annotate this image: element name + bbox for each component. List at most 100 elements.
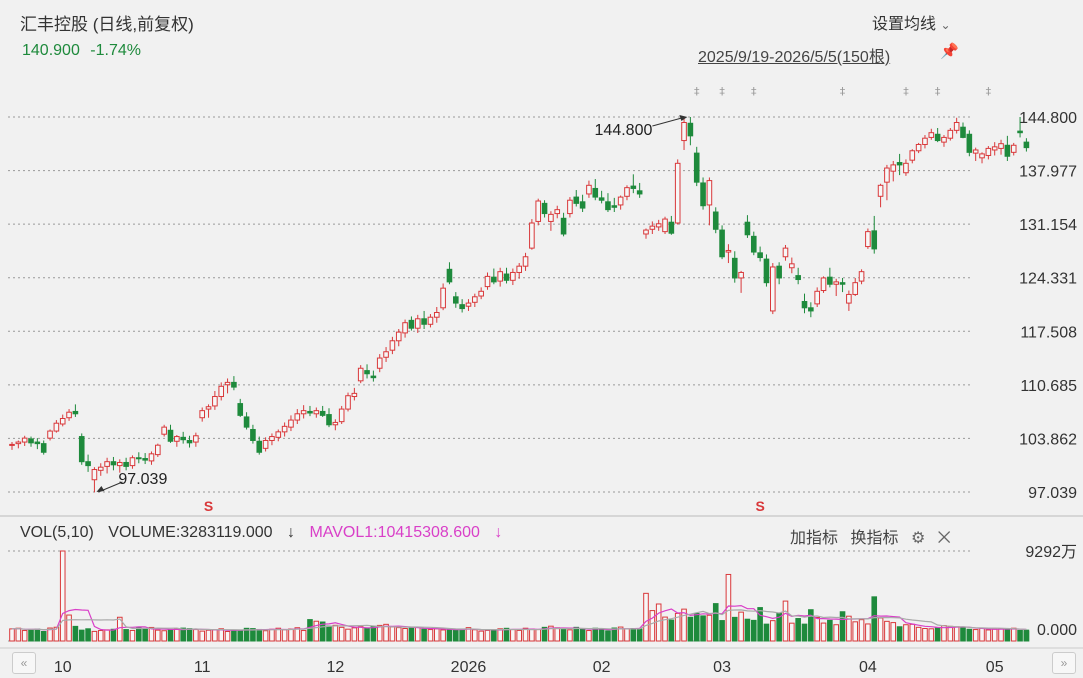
volume-bar (478, 630, 484, 642)
volume-bar (91, 630, 98, 642)
candle-body (611, 205, 618, 208)
scroll-right-button[interactable]: » (1052, 652, 1076, 674)
candle-body (78, 436, 85, 463)
volume-bar (345, 628, 351, 642)
candle (345, 392, 351, 412)
volume-bar (212, 629, 218, 642)
ma-setting-label: 设置均线 (872, 16, 937, 33)
volume-bar (497, 628, 503, 642)
candle (47, 429, 53, 441)
candle-body (72, 410, 79, 415)
ma-setting-dropdown[interactable]: 设置均线 ⌄ (872, 10, 951, 34)
volume-bar (1004, 628, 1011, 642)
volume-bar (167, 629, 174, 642)
pin-icon[interactable]: 📌 (940, 43, 959, 60)
y-tick-label: 117.508 (1020, 324, 1077, 341)
volume-bar (554, 627, 561, 642)
candle-body (947, 129, 954, 139)
volume-bar (1017, 629, 1023, 642)
candle (389, 336, 396, 355)
close-icon[interactable]: ⨉ (937, 530, 951, 547)
volume-bar (174, 628, 180, 642)
candle (795, 267, 801, 285)
volume-bar (180, 627, 186, 642)
candle-body (237, 403, 244, 416)
candle (693, 146, 700, 187)
volume-bar (370, 625, 377, 642)
volume-bar (548, 625, 554, 642)
candle (269, 433, 275, 446)
candle (53, 420, 60, 433)
candle (687, 117, 694, 146)
candle-body (922, 137, 928, 145)
volume-bar (801, 623, 808, 642)
candle-body (560, 217, 567, 235)
candle-body (719, 229, 725, 258)
candle-body (180, 436, 186, 441)
candle-body (243, 416, 250, 428)
candle-body (402, 322, 408, 334)
volume-bar (630, 628, 637, 642)
mavol10-line (11, 609, 1027, 631)
candle (351, 387, 358, 401)
volume-bar (97, 630, 104, 642)
volume-bar (34, 628, 41, 642)
volume-bar (136, 627, 142, 642)
volume-bar (351, 627, 358, 642)
candle (725, 244, 732, 264)
scroll-left-button[interactable]: « (12, 652, 36, 674)
event-marker-icon: ‡ (751, 85, 757, 98)
candle-body (712, 211, 719, 230)
volume-bar (928, 628, 935, 642)
volume-bar (402, 628, 408, 642)
candle (592, 179, 599, 201)
x-tick-label: 04 (859, 659, 877, 676)
candle-body (820, 277, 827, 292)
candle-body (338, 408, 345, 423)
volume-bar (719, 620, 725, 642)
candle (453, 292, 459, 308)
volume-bar (389, 626, 396, 642)
switch-indicator-button[interactable]: 换指标 (850, 530, 899, 547)
low-label: 97.039 (118, 471, 167, 488)
x-tick-label: 05 (986, 659, 1004, 676)
high-label: 144.800 (595, 122, 653, 139)
candle (440, 283, 446, 311)
candle-body (630, 185, 637, 189)
candle (123, 457, 129, 471)
volume-bar (972, 629, 979, 642)
volume-bar (617, 626, 624, 642)
candle (364, 364, 370, 379)
candle-body (433, 312, 440, 318)
candle-body (529, 222, 535, 249)
candle (136, 452, 142, 464)
candle-body (744, 221, 751, 236)
volume-bar (78, 629, 85, 642)
candle-body (827, 276, 833, 285)
candle (15, 440, 22, 449)
volume-tools: 加指标 换指标 ⚙ ⨉ (790, 524, 959, 548)
candle (529, 219, 535, 250)
volume-bar (744, 618, 751, 642)
candle (472, 293, 478, 308)
candle-body (852, 282, 859, 295)
add-indicator-button[interactable]: 加指标 (790, 530, 839, 547)
gear-icon[interactable]: ⚙ (910, 530, 926, 547)
candle-body (332, 421, 339, 426)
candle-body (934, 133, 941, 142)
candle (554, 205, 561, 219)
candle-body (915, 143, 922, 152)
candlestick-chart[interactable]: 144.800 137.977 131.154 124.331 117.508 110.6… (0, 0, 1083, 515)
date-range-link[interactable]: 2025/9/19-2026/5/5(150根) (698, 49, 891, 66)
candle-body (738, 271, 744, 279)
candle (522, 252, 529, 271)
candle (199, 407, 205, 422)
candle (947, 127, 954, 141)
candle-body (598, 197, 605, 201)
volume-bar (782, 600, 789, 642)
vol-tick-label: 9292万 (1025, 544, 1077, 561)
candle (313, 407, 320, 418)
volume-bar (440, 629, 446, 642)
candle-body (300, 410, 307, 415)
candle-body (554, 209, 561, 215)
